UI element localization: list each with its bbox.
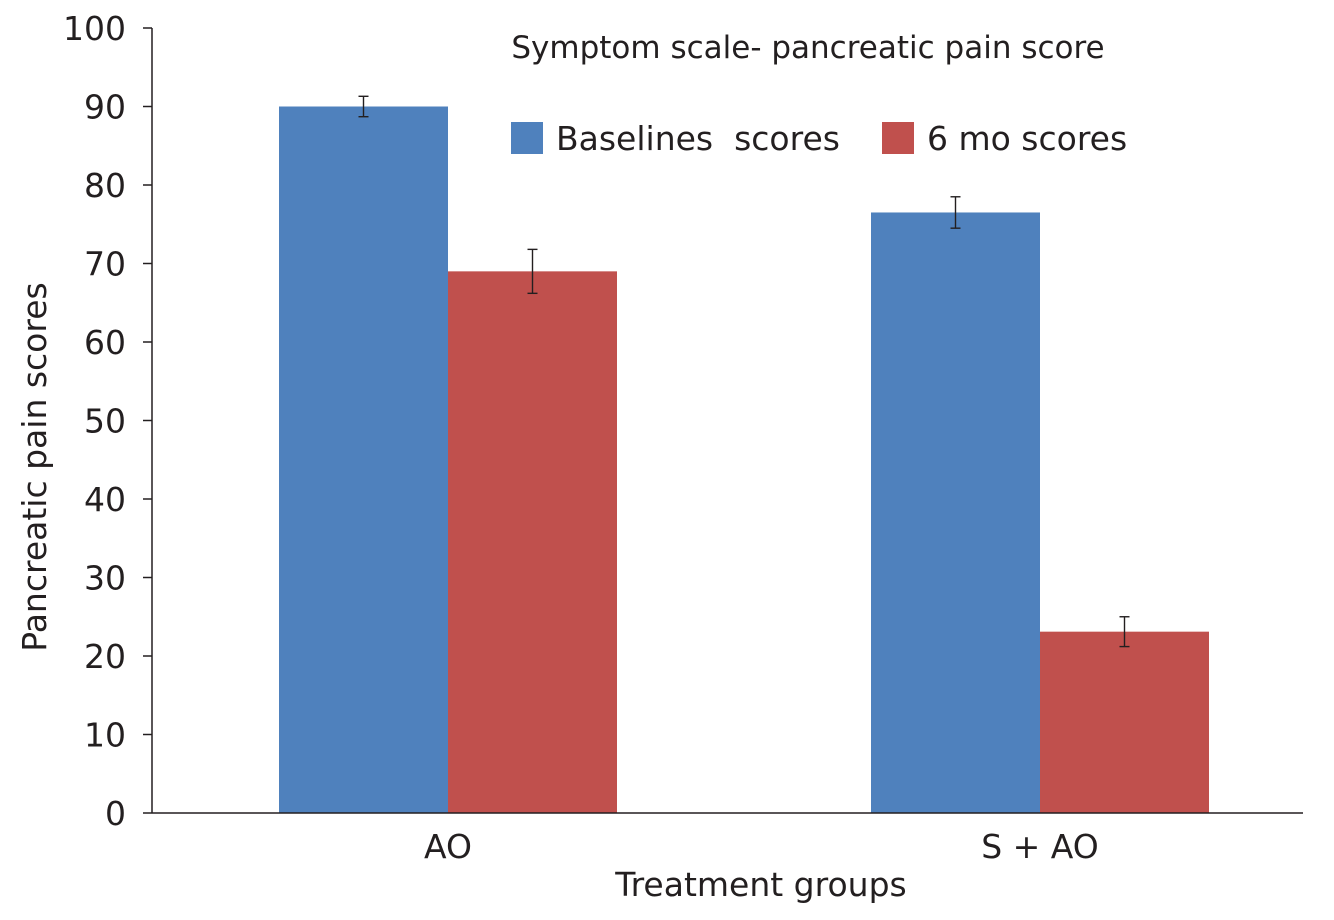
y-tick-label: 90 xyxy=(84,88,126,127)
y-tick-label: 40 xyxy=(84,480,126,519)
bar xyxy=(871,212,1040,814)
error-bars-layer xyxy=(358,95,1130,648)
bar xyxy=(448,271,617,814)
bar xyxy=(279,106,448,813)
y-axis-title: Pancreatic pain scores xyxy=(15,282,54,651)
legend: Baselines scores 6 mo scores xyxy=(511,119,1127,158)
y-tick-label: 30 xyxy=(84,559,126,598)
legend-swatch xyxy=(511,122,543,154)
x-category-label: S + AO xyxy=(981,827,1099,866)
y-tick-label: 0 xyxy=(105,794,126,833)
bar xyxy=(1040,631,1209,813)
legend-swatch xyxy=(882,122,914,154)
x-axis-title: Treatment groups xyxy=(614,865,906,904)
y-ticks-layer: 0 10 20 30 40 50 60 70 80 90 100 xyxy=(63,9,152,833)
y-tick-label: 70 xyxy=(84,245,126,284)
y-tick-label: 60 xyxy=(84,323,126,362)
bars-layer xyxy=(279,106,1209,814)
legend-label: 6 mo scores xyxy=(927,119,1127,158)
y-tick-label: 50 xyxy=(84,402,126,441)
x-category-label: AO xyxy=(424,827,472,866)
chart-title: Symptom scale- pancreatic pain score xyxy=(511,30,1104,66)
y-tick-label: 20 xyxy=(84,637,126,676)
y-tick-label: 100 xyxy=(63,9,126,48)
x-categories-layer: AO S + AO xyxy=(424,827,1099,866)
y-tick-label: 80 xyxy=(84,166,126,205)
legend-label: Baselines scores xyxy=(556,119,840,158)
y-tick-label: 10 xyxy=(84,716,126,755)
